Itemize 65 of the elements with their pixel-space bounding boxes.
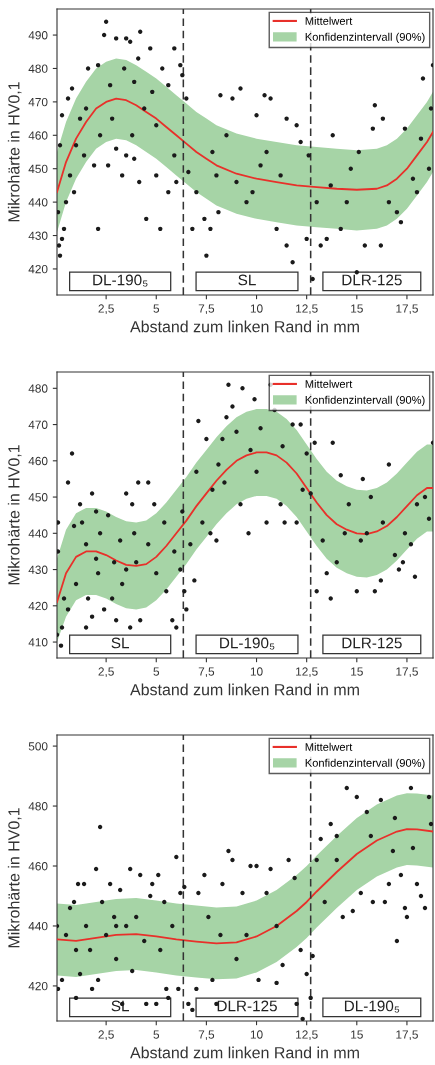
x-tick-label: 2,5	[98, 667, 114, 678]
x-tick-label: 7,5	[198, 667, 215, 678]
y-tick-label: 430	[28, 231, 48, 240]
y-tick-label: 470	[28, 97, 48, 107]
y-tick-label: 460	[28, 456, 48, 466]
line-series	[57, 97, 433, 193]
x-tick-label: 5	[153, 667, 160, 676]
y-tick-label: 460	[28, 862, 48, 871]
y-axis-title: Mikrohärte in HV0,1	[7, 82, 22, 222]
legend-label: Mittelwert	[305, 379, 353, 388]
y-tick-label: 420	[28, 264, 48, 274]
x-tick-label: 15	[351, 667, 363, 676]
y-tick-label: 480	[28, 384, 48, 393]
x-tick-label: 5	[153, 1030, 160, 1039]
annotation: SL	[238, 274, 256, 286]
x-tick-label: 10	[250, 304, 263, 313]
y-tick-label: 480	[28, 802, 48, 811]
y-tick-label: 450	[28, 493, 48, 502]
annotation: SL	[111, 637, 129, 649]
annotation: DLR-125	[342, 637, 402, 649]
x-axis-title: Abstand zum linken Rand in mm	[130, 683, 359, 696]
y-tick-label: 410	[28, 638, 48, 647]
y-tick-label: 440	[28, 922, 48, 931]
x-tick-label: 12,5	[296, 1030, 318, 1041]
annotation: DL-190₅	[220, 637, 275, 650]
x-tick-label: 10	[250, 667, 263, 676]
x-tick-label: 12,5	[296, 304, 318, 315]
line-series	[57, 451, 433, 604]
y-axis-title: Mikrohärte in HV0,1	[7, 808, 22, 948]
annotation: DLR-125	[342, 274, 402, 286]
y-tick-label: 440	[28, 198, 48, 207]
y-tick-label: 450	[28, 164, 48, 174]
x-tick-label: 17,5	[396, 667, 418, 678]
x-tick-label: 17,5	[396, 304, 418, 315]
annotation: DL-190₅	[344, 1000, 400, 1013]
y-tick-label: 420	[28, 601, 48, 611]
x-axis-title: Abstand zum linken Rand in mm	[130, 320, 359, 333]
legend-label: Konfidenzintervall (90%)	[305, 395, 425, 407]
x-tick-label: 2,5	[98, 304, 114, 315]
legend-label: Mittelwert	[305, 16, 353, 25]
x-axis-title: Abstand zum linken Rand in mm	[130, 1046, 359, 1059]
legend-label: Konfidenzintervall (90%)	[305, 32, 425, 44]
x-tick-label: 5	[153, 304, 160, 313]
annotation: DL-190₅	[93, 274, 148, 287]
y-tick-label: 470	[28, 420, 48, 429]
line-series	[57, 828, 433, 945]
x-tick-label: 12,5	[296, 667, 318, 678]
y-tick-label: 500	[28, 742, 48, 751]
y-axis-title: Mikrohärte in HV0,1	[7, 445, 22, 585]
x-tick-label: 7,5	[198, 1030, 215, 1041]
legend-label: Konfidenzintervall (90%)	[305, 758, 425, 770]
y-tick-label: 460	[28, 131, 48, 140]
y-tick-label: 420	[28, 981, 48, 991]
y-tick-label: 440	[28, 529, 48, 538]
y-tick-label: 480	[28, 64, 48, 73]
annotation: DLR-125	[217, 1000, 277, 1012]
x-tick-label: 15	[351, 304, 363, 313]
x-tick-label: 2,5	[98, 1030, 114, 1041]
x-tick-label: 17,5	[396, 1030, 418, 1041]
x-tick-label: 10	[250, 1030, 263, 1039]
x-tick-label: 15	[351, 1030, 363, 1039]
y-tick-label: 490	[28, 31, 48, 40]
y-tick-label: 430	[28, 565, 48, 574]
legend-label: Mittelwert	[305, 742, 353, 751]
x-tick-label: 7,5	[198, 304, 215, 315]
